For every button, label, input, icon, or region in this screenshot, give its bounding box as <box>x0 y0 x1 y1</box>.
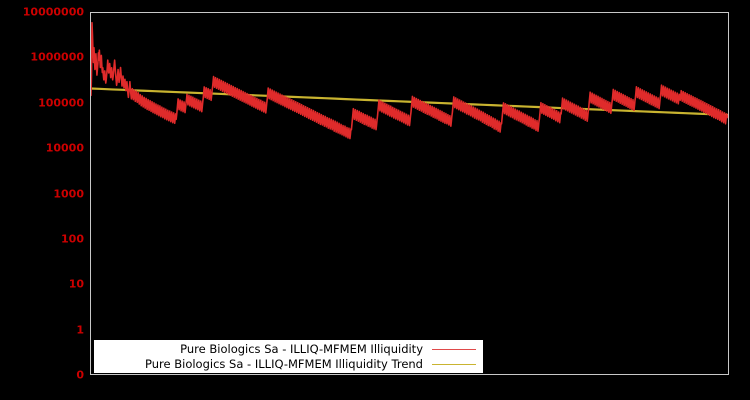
y-tick-label: 1000 <box>53 187 84 200</box>
trend-line-path <box>91 87 728 117</box>
y-tick-label: 1000000 <box>30 50 84 64</box>
illiquidity-series-path <box>91 21 728 140</box>
y-tick-label: 10 <box>68 277 84 291</box>
legend-label-series: Pure Biologics Sa - ILLIQ-MFMEM Illiquid… <box>180 341 423 356</box>
y-tick-label: 0 <box>76 368 84 382</box>
plot-area <box>90 12 729 375</box>
legend-entry-series: Pure Biologics Sa - ILLIQ-MFMEM Illiquid… <box>95 342 482 357</box>
y-tick-label: 10000 <box>45 141 84 155</box>
legend-swatch-trend <box>432 363 476 365</box>
legend-label-trend: Pure Biologics Sa - ILLIQ-MFMEM Illiquid… <box>145 356 423 371</box>
y-tick-label: 100 <box>61 232 84 246</box>
y-tick-label: 100000 <box>38 96 84 110</box>
plot-clip <box>91 13 728 374</box>
y-tick-label: 10000000 <box>22 5 84 19</box>
chart-legend: Pure Biologics Sa - ILLIQ-MFMEM Illiquid… <box>94 340 483 373</box>
legend-entry-trend: Pure Biologics Sa - ILLIQ-MFMEM Illiquid… <box>95 357 482 372</box>
y-axis-tick-labels: 10000000 1000000 100000 10000 1000 100 10 1 0 <box>0 0 84 400</box>
y-tick-label: 1 <box>76 323 84 337</box>
series-canvas <box>91 21 728 140</box>
legend-swatch-series <box>432 348 476 350</box>
